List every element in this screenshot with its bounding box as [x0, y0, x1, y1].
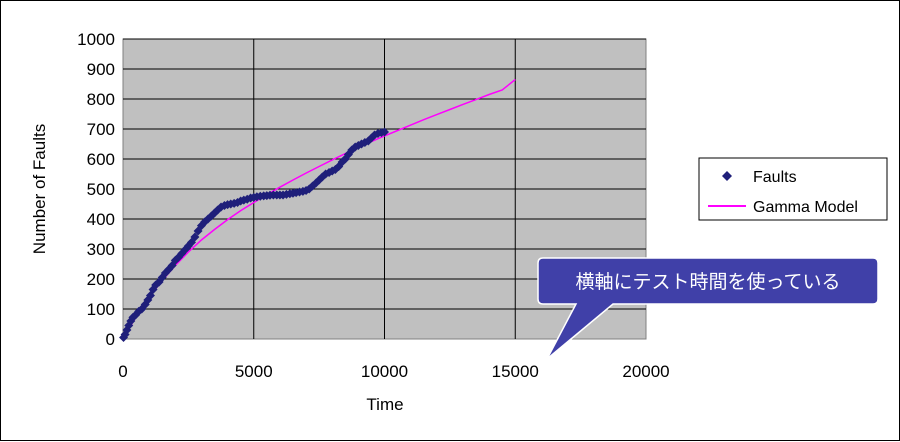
y-tick-label: 1000 — [77, 30, 115, 49]
x-tick-labels: 0 5000 10000 15000 20000 — [118, 362, 669, 381]
callout-bubble — [537, 257, 879, 360]
y-tick-label: 300 — [87, 240, 115, 259]
y-tick-label: 200 — [87, 270, 115, 289]
legend-gamma-label: Gamma Model — [753, 199, 858, 216]
legend-faults-marker — [722, 171, 732, 181]
y-tick-label: 100 — [87, 300, 115, 319]
y-tick-labels: 0 100 200 300 400 500 600 700 800 900 1000 — [77, 30, 115, 349]
y-axis-title: Number of Faults — [30, 124, 49, 254]
faults-series — [119, 127, 389, 342]
x-tick-label: 0 — [118, 362, 127, 381]
x-tick-label: 10000 — [361, 362, 408, 381]
y-tick-label: 500 — [87, 180, 115, 199]
y-tick-label: 900 — [87, 60, 115, 79]
legend-box — [698, 157, 888, 221]
fault-point — [119, 333, 129, 342]
gamma-model-line — [122, 78, 516, 340]
callout-text: 横軸にテスト時間を使っている — [575, 271, 840, 293]
legend-faults-label: Faults — [753, 169, 797, 186]
y-tick-label: 0 — [106, 330, 115, 349]
gamma-model-series — [122, 78, 516, 340]
y-tick-label: 700 — [87, 120, 115, 139]
fault-point — [124, 321, 134, 330]
x-axis-title: Time — [366, 395, 403, 414]
fault-point — [380, 127, 389, 137]
y-tick-label: 800 — [87, 90, 115, 109]
callout: 横軸にテスト時間を使っている — [537, 257, 879, 360]
x-tick-label: 15000 — [492, 362, 539, 381]
fault-point — [190, 232, 200, 242]
x-tick-label: 20000 — [622, 362, 669, 381]
legend: Faults Gamma Model — [698, 157, 888, 221]
x-gridlines — [253, 39, 516, 339]
x-tick-label: 5000 — [235, 362, 273, 381]
y-tick-label: 600 — [87, 150, 115, 169]
y-tick-label: 400 — [87, 210, 115, 229]
